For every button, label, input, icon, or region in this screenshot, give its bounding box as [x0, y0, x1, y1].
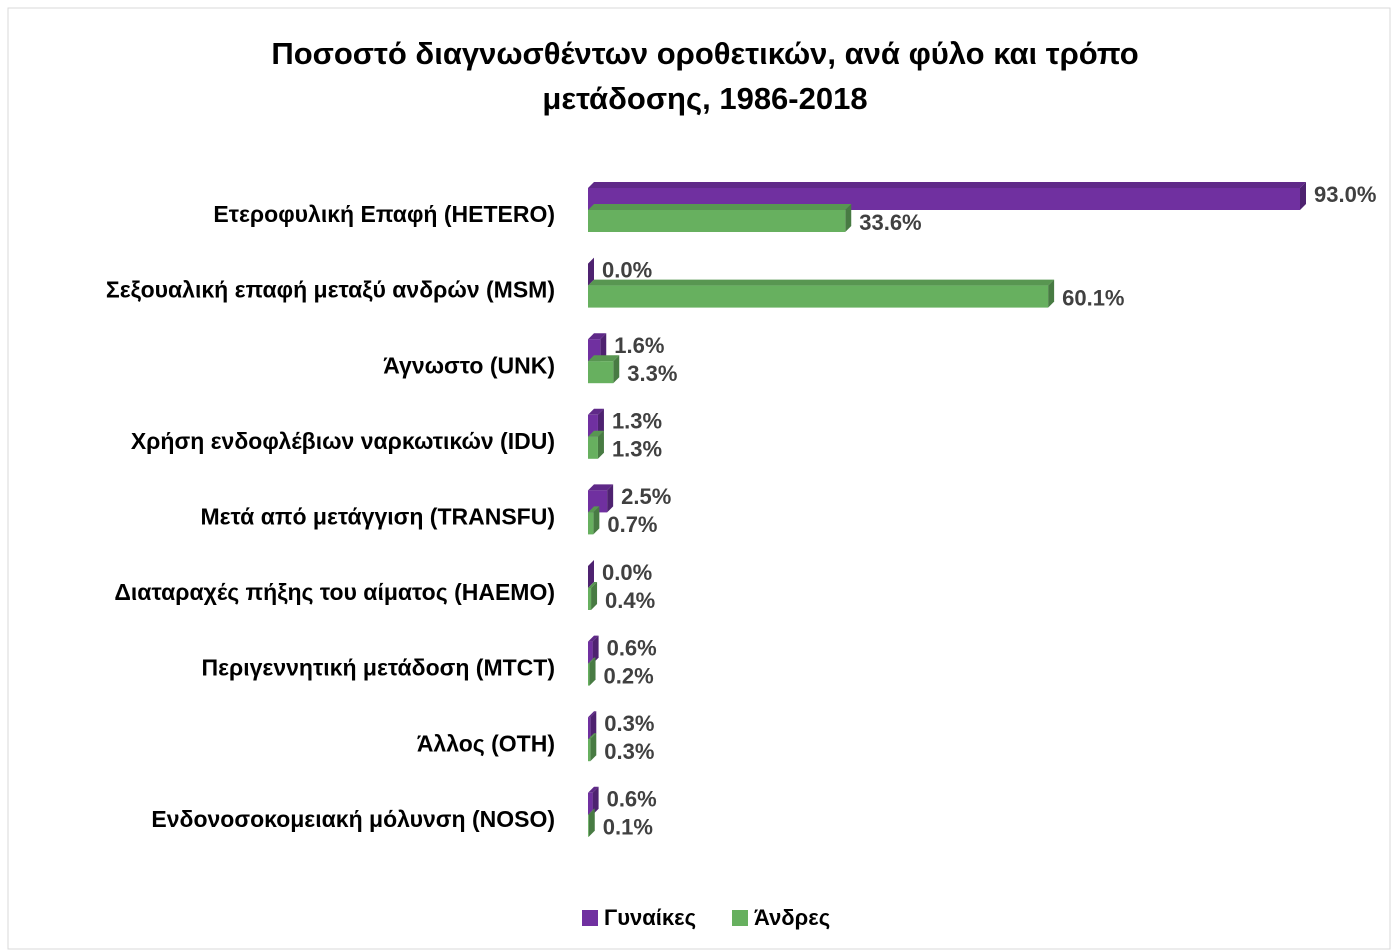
- chart-title-line-2: μετάδοσης, 1986-2018: [542, 81, 867, 116]
- bar: [588, 663, 590, 686]
- bar-top: [588, 711, 597, 718]
- bar-side: [591, 582, 598, 610]
- bar: [588, 361, 614, 384]
- chart-border: [7, 7, 1391, 950]
- bar-top: [588, 786, 599, 793]
- bar-side: [1300, 182, 1306, 210]
- category-label: Άλλος (OTH): [417, 730, 555, 756]
- bar: [588, 641, 593, 664]
- bar-side: [592, 786, 599, 815]
- category-label: Άγνωστο (UNK): [383, 352, 555, 378]
- value-label: 0.3%: [604, 711, 654, 736]
- legend-label: Άνδρες: [754, 905, 830, 930]
- bar-side: [600, 333, 607, 362]
- bar: [588, 512, 594, 535]
- bar: [588, 717, 591, 740]
- value-label: 33.6%: [859, 210, 921, 235]
- bar-top: [588, 808, 595, 815]
- value-label: 0.7%: [607, 512, 657, 537]
- category-label: Μετά από μετάγγιση (TRANSFU): [200, 503, 555, 529]
- bar: [588, 490, 608, 513]
- bar-top: [588, 657, 596, 664]
- bar-side: [592, 635, 599, 664]
- bar-side: [597, 430, 604, 459]
- legend-swatch: [732, 910, 748, 926]
- bar-side: [590, 711, 597, 740]
- bar: [588, 792, 593, 815]
- bar-top: [588, 506, 600, 513]
- bar-side: [593, 506, 600, 535]
- bar-top: [588, 733, 597, 740]
- bar-side: [590, 733, 597, 762]
- value-label: 0.0%: [602, 560, 652, 585]
- bar: [588, 285, 1049, 308]
- value-label: 60.1%: [1062, 285, 1124, 310]
- bar-top: [588, 182, 1306, 188]
- value-label: 0.6%: [607, 787, 657, 812]
- bar-top: [588, 635, 599, 642]
- category-label: Ετεροφυλική Επαφή (HETERO): [213, 201, 555, 227]
- category-label: Περιγεννητική μετάδοση (MTCT): [201, 655, 555, 681]
- bar-side: [589, 657, 596, 686]
- bar-top: [588, 582, 598, 588]
- bar: [588, 814, 589, 837]
- value-label: 93.0%: [1314, 182, 1376, 207]
- value-label: 0.2%: [604, 663, 654, 688]
- legend-swatch: [582, 910, 598, 926]
- value-label: 0.1%: [603, 815, 653, 840]
- bar-side: [588, 257, 594, 286]
- category-label: Διαταραχές πήξης του αίματος (HAEMO): [114, 579, 555, 605]
- value-label: 1.6%: [614, 333, 664, 358]
- bar-top: [588, 484, 614, 491]
- bar: [588, 739, 591, 762]
- bar-top: [588, 279, 1055, 286]
- category-label: Χρήση ενδοφλέβιων ναρκωτικών (IDU): [131, 428, 555, 454]
- bar-top: [588, 430, 604, 437]
- bar-top: [588, 204, 852, 210]
- legend-label: Γυναίκες: [604, 905, 696, 930]
- chart-title-line: Ποσοστό διαγνωσθέντων οροθετικών, ανά φύ…: [271, 36, 1138, 71]
- bar-side: [607, 484, 614, 513]
- bar-side: [588, 808, 595, 837]
- value-label: 1.3%: [612, 437, 662, 462]
- bar-top: [588, 408, 604, 415]
- bar: [588, 436, 598, 459]
- bar: [588, 210, 846, 232]
- value-label: 3.3%: [627, 361, 677, 386]
- bar-side: [613, 355, 620, 384]
- category-label: Σεξουαλική επαφή μεταξύ ανδρών (MSM): [106, 277, 555, 303]
- value-label: 1.3%: [612, 409, 662, 434]
- value-label: 0.6%: [607, 635, 657, 660]
- value-label: 2.5%: [621, 484, 671, 509]
- bar-side: [1048, 279, 1055, 308]
- bar-side: [597, 408, 604, 437]
- bar-side: [588, 560, 594, 588]
- bar: [588, 414, 598, 437]
- value-label: 0.0%: [602, 257, 652, 282]
- value-label: 0.3%: [604, 739, 654, 764]
- bar-top: [588, 355, 620, 362]
- bar-side: [845, 204, 852, 232]
- value-label: 0.4%: [605, 588, 655, 613]
- category-label: Ενδονοσοκομειακή μόλυνση (NOSO): [151, 806, 555, 832]
- bar: [588, 588, 592, 610]
- bar-top: [588, 333, 607, 340]
